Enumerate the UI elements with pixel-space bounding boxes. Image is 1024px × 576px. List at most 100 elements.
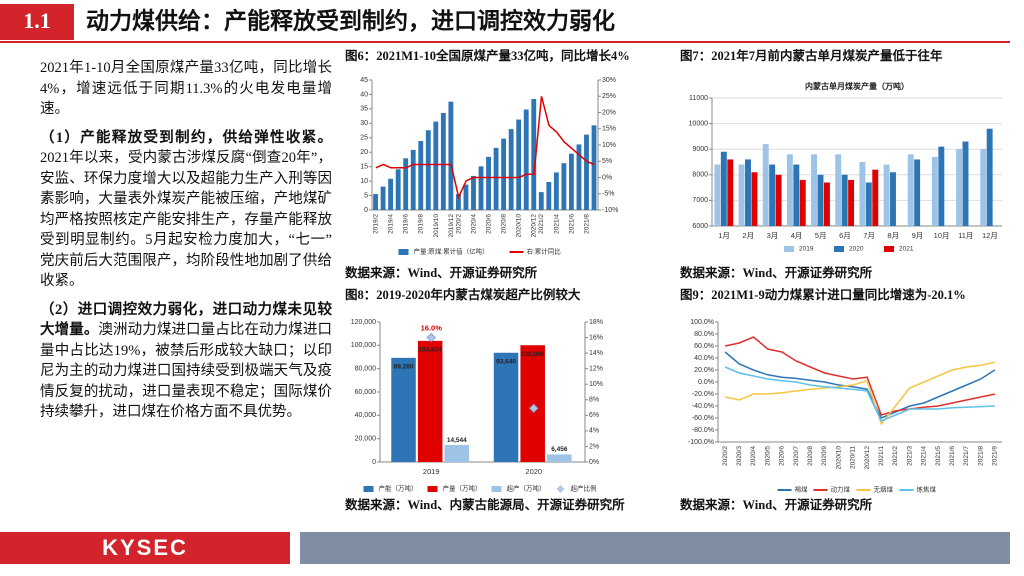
- x-tick-label: 2020/4: [470, 214, 477, 234]
- figure-source: 数据来源：Wind、开源证券研究所: [679, 497, 873, 512]
- body-text: 2021年1-10月全国原煤产量33亿吨，同比增长4%，增速远低于同期11.3%…: [40, 58, 332, 431]
- legend-label: 2021: [899, 246, 914, 253]
- y-tick-label: 11000: [689, 95, 708, 102]
- x-tick-label: 2020/4: [750, 446, 757, 466]
- y-tick-label: -40.0%: [692, 403, 714, 410]
- x-tick-label: 2020/12: [864, 446, 871, 470]
- x-tick-label: 2020/8: [501, 214, 508, 234]
- x-tick-label: 2020/8: [807, 446, 814, 466]
- bar: [720, 151, 727, 226]
- legend-swatch: [556, 485, 565, 493]
- y-tick-label: 60,000: [355, 389, 377, 396]
- point: [529, 403, 539, 414]
- legend-label: 产量（万吨）: [443, 484, 482, 493]
- bar: [478, 166, 484, 210]
- bar: [410, 149, 416, 210]
- y2-tick-label: 0%: [589, 459, 599, 466]
- x-tick-label: 3月: [767, 231, 779, 240]
- line: [724, 361, 996, 426]
- bar: [714, 164, 721, 226]
- bar: [391, 357, 416, 462]
- bar: [811, 154, 818, 226]
- bar: [417, 340, 443, 462]
- data-label: 6.9%: [525, 394, 542, 403]
- bar: [727, 159, 734, 226]
- bar: [486, 156, 491, 210]
- y-tick-label: 80.0%: [694, 331, 714, 338]
- y2-tick-label: 12%: [589, 366, 603, 373]
- bar: [576, 144, 582, 210]
- paragraph-text: 2021年以来，受内蒙古涉煤反腐“倒查20年”，安监、环保力度增大以及超能力生产…: [40, 150, 332, 289]
- bar: [395, 169, 401, 210]
- line: [724, 351, 996, 419]
- y2-tick-label: 18%: [589, 319, 603, 326]
- x-tick-label: 5月: [815, 231, 827, 240]
- legend-swatch: [398, 249, 409, 255]
- bar: [817, 174, 824, 226]
- x-tick-label: 2019/10: [433, 214, 440, 238]
- y2-tick-label: -5%: [602, 191, 614, 198]
- x-tick-label: 2020/3: [736, 446, 743, 466]
- y-tick-label: 60.0%: [694, 343, 714, 350]
- y-tick-label: 40,000: [355, 412, 377, 419]
- x-tick-label: 6月: [839, 231, 851, 240]
- x-tick-label: 2020/5: [764, 446, 771, 466]
- y-tick-label: 45: [360, 77, 368, 84]
- y-tick-label: 100,000: [351, 342, 376, 349]
- bar: [956, 149, 963, 226]
- bar: [463, 184, 469, 210]
- legend-label: 褐煤: [795, 485, 809, 494]
- y2-tick-label: 0%: [602, 174, 612, 181]
- bar: [546, 181, 552, 210]
- bar: [538, 192, 544, 210]
- y-tick-label: 9000: [692, 146, 708, 153]
- bar: [584, 134, 589, 210]
- legend-swatch: [491, 486, 502, 492]
- y-tick-label: 10: [360, 178, 368, 185]
- data-label: 14,544: [447, 437, 467, 444]
- line: [724, 336, 996, 416]
- y-tick-label: 0.0%: [698, 379, 714, 386]
- x-tick-label: 2021/1: [878, 446, 885, 466]
- bar: [890, 172, 896, 226]
- y2-tick-label: 14%: [589, 350, 603, 357]
- chart: 0 5 10 15 20 25 30 35 40 45 -10% -5% 0% 5% 10% 15% 20% 25…: [360, 77, 618, 256]
- data-label: 100,096: [521, 351, 545, 358]
- bar: [907, 154, 914, 226]
- bar: [865, 182, 872, 226]
- x-tick-label: 2021/7: [963, 446, 970, 466]
- y-tick-label: 5: [364, 192, 368, 199]
- bar: [914, 159, 921, 226]
- chart: 0 20,000 40,000 60,000 80,000 100,000 120,000 0…: [351, 319, 603, 493]
- legend-swatch: [784, 246, 794, 252]
- bar: [455, 194, 461, 210]
- bar: [848, 179, 855, 226]
- legend-swatch: [884, 246, 894, 252]
- bar: [433, 121, 439, 210]
- bar: [872, 169, 879, 226]
- y-tick-label: 0: [364, 207, 368, 214]
- bar: [938, 146, 945, 226]
- x-tick-label: 2021/4: [921, 446, 928, 466]
- y-tick-label: 30: [360, 120, 368, 127]
- bar: [835, 154, 842, 226]
- y2-tick-label: 30%: [602, 77, 616, 84]
- y-tick-label: -60.0%: [692, 415, 714, 422]
- chart-title: 内蒙古单月煤炭产量（万吨）: [805, 81, 909, 91]
- y2-tick-label: 4%: [589, 428, 599, 435]
- bar: [738, 164, 745, 226]
- bar: [531, 99, 537, 210]
- x-tick-label: 2020/6: [779, 446, 786, 466]
- x-tick-label: 2019/6: [403, 214, 410, 234]
- paragraph: （1）产能释放受到制约，供给弹性收紧。 2021年以来，受内蒙古涉煤反腐“倒查20…: [40, 128, 332, 292]
- legend-label: 超产（万吨）: [507, 484, 546, 493]
- legend-swatch: [834, 246, 844, 252]
- bar: [418, 140, 424, 210]
- legend-label: 动力煤: [831, 485, 851, 494]
- x-tick-label: 7月: [863, 231, 875, 240]
- x-tick-label: 2019/8: [418, 214, 425, 234]
- legend-label: 炼焦煤: [917, 485, 937, 494]
- x-tick-label: 2020: [525, 467, 542, 476]
- bar: [493, 352, 519, 462]
